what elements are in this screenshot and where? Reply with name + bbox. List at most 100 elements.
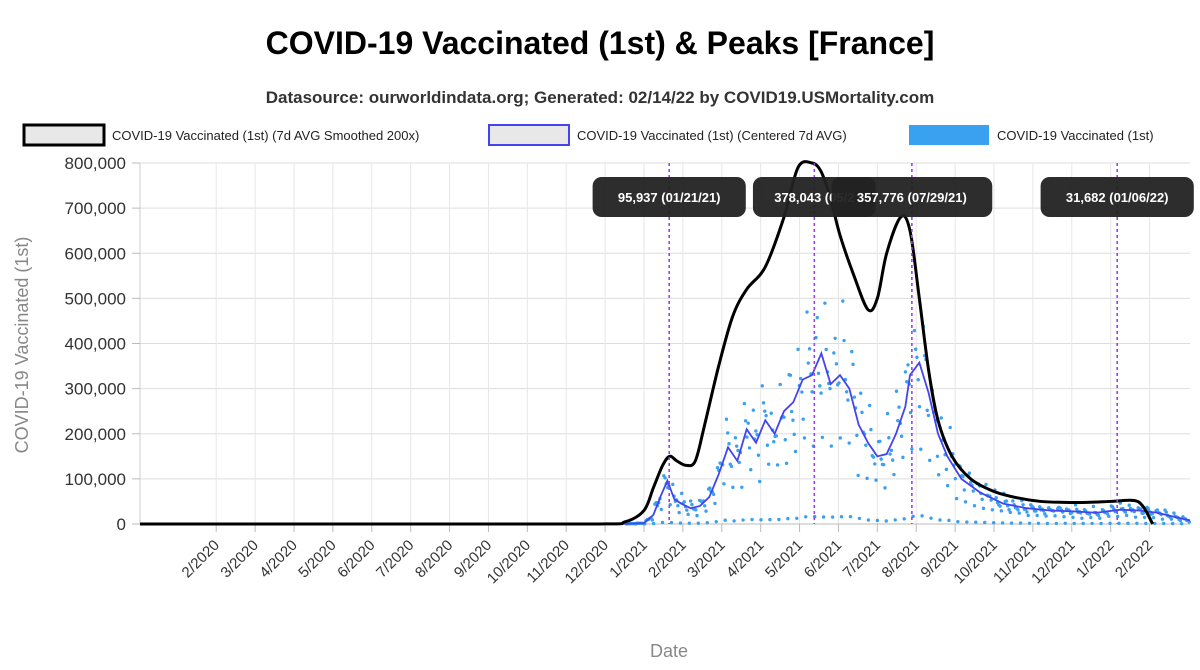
- scatter-point: [857, 516, 862, 521]
- scatter-point: [828, 386, 832, 391]
- scatter-point: [660, 520, 665, 525]
- scatter-point: [1178, 518, 1183, 523]
- scatter-point: [844, 390, 849, 394]
- legend-item-smoothed[interactable]: COVID-19 Vaccinated (1st) (7d AVG Smooth…: [22, 123, 419, 147]
- y-tick-label: 600,000: [65, 244, 126, 263]
- peak-callout: [592, 177, 746, 217]
- x-tick-label: 4/2020: [256, 537, 300, 581]
- scatter-point: [928, 458, 932, 463]
- scatter-point: [901, 455, 905, 460]
- scatter-point: [1099, 521, 1103, 526]
- scatter-point: [768, 517, 772, 522]
- scatter-point: [971, 489, 975, 493]
- scatter-point: [935, 454, 940, 459]
- legend-label-smoothed: COVID-19 Vaccinated (1st) (7d AVG Smooth…: [112, 128, 419, 143]
- scatter-point: [677, 510, 681, 515]
- scatter-point: [1004, 499, 1009, 503]
- scatter-point: [903, 370, 908, 374]
- scatter-point: [1021, 503, 1025, 507]
- scatter-point: [715, 466, 720, 470]
- scatter-point: [1089, 515, 1093, 520]
- scatter-point: [772, 439, 776, 444]
- scatter-point: [829, 444, 834, 448]
- scatter-point: [1000, 521, 1005, 525]
- scatter-point: [1080, 516, 1084, 520]
- scatter-point: [1081, 521, 1085, 526]
- x-tick-label: 2/2022: [1112, 537, 1156, 581]
- scatter-point: [846, 398, 850, 402]
- scatter-point: [899, 434, 904, 438]
- scatter-point: [1107, 514, 1111, 518]
- scatter-point: [1153, 521, 1157, 526]
- scatter-point: [705, 521, 709, 525]
- scatter-point: [690, 502, 694, 507]
- scatter-point: [737, 460, 741, 465]
- scatter-point: [1063, 521, 1067, 525]
- scatter-point: [954, 496, 959, 501]
- scatter-point: [758, 479, 762, 484]
- legend-item-raw[interactable]: COVID-19 Vaccinated (1st): [909, 125, 1154, 145]
- scatter-point: [834, 362, 839, 366]
- scatter-point: [703, 504, 707, 508]
- scatter-point: [837, 381, 841, 385]
- x-tick-label: 3/2020: [217, 537, 261, 581]
- peak-callout: [1040, 177, 1194, 217]
- scatter-point: [892, 472, 896, 477]
- legend-swatch-centered: [488, 124, 570, 146]
- scatter-point: [1169, 517, 1174, 521]
- scatter-point: [938, 518, 942, 522]
- x-tick-label: 10/2021: [950, 537, 1000, 587]
- scatter-point: [860, 410, 864, 415]
- legend-swatch-raw: [909, 125, 989, 145]
- scatter-point: [850, 349, 854, 354]
- scatter-point: [842, 338, 846, 343]
- scatter-point: [972, 504, 977, 508]
- y-axis-title: COVID-19 Vaccinated (1st): [12, 237, 32, 454]
- scatter-point: [678, 521, 683, 525]
- scatter-point: [879, 457, 883, 461]
- chart-title: COVID-19 Vaccinated (1st) & Peaks [Franc…: [266, 25, 935, 61]
- scatter-point: [917, 404, 922, 409]
- y-tick-label: 700,000: [65, 199, 126, 218]
- scatter-point: [864, 443, 868, 447]
- scatter-point: [989, 498, 993, 502]
- scatter-point: [784, 461, 789, 466]
- scatter-point: [1098, 516, 1102, 520]
- scatter-point: [723, 518, 727, 522]
- scatter-point: [866, 518, 871, 522]
- scatter-point: [1026, 513, 1030, 518]
- scatter-point: [1034, 509, 1038, 513]
- scatter-point: [802, 436, 807, 440]
- scatter-point: [777, 517, 781, 522]
- scatter-point: [888, 452, 892, 456]
- scatter-point: [804, 515, 808, 519]
- scatter-point: [1011, 499, 1015, 503]
- scatter-point: [792, 432, 796, 437]
- chart-subtitle: Datasource: ourworldindata.org; Generate…: [266, 88, 935, 107]
- scatter-point: [818, 384, 822, 388]
- legend-item-centered[interactable]: COVID-19 Vaccinated (1st) (Centered 7d A…: [488, 124, 847, 146]
- scatter-point: [855, 433, 859, 438]
- scatter-point: [839, 515, 844, 519]
- scatter-point: [937, 473, 941, 477]
- scatter-point: [897, 405, 901, 409]
- scatter-point: [734, 444, 739, 448]
- scatter-point: [1036, 521, 1041, 525]
- scatter-point: [1142, 515, 1147, 520]
- scatter-point: [1072, 521, 1076, 526]
- scatter-point: [1187, 520, 1191, 524]
- scatter-point: [740, 485, 744, 489]
- scatter-point: [749, 467, 753, 472]
- scatter-point: [663, 476, 667, 480]
- scatter-point: [887, 436, 891, 440]
- scatter-point: [761, 401, 766, 405]
- scatter-point: [916, 378, 920, 382]
- peak-callout-label: 95,937 (01/21/21): [618, 190, 721, 205]
- x-tick-label: 1/2021: [606, 537, 650, 581]
- x-tick-label: 8/2021: [879, 537, 923, 581]
- scatter-point: [884, 519, 888, 523]
- scatter-point: [695, 513, 699, 518]
- x-tick-label: 6/2020: [334, 537, 378, 581]
- y-tick-label: 300,000: [65, 380, 126, 399]
- scatter-point: [651, 521, 656, 526]
